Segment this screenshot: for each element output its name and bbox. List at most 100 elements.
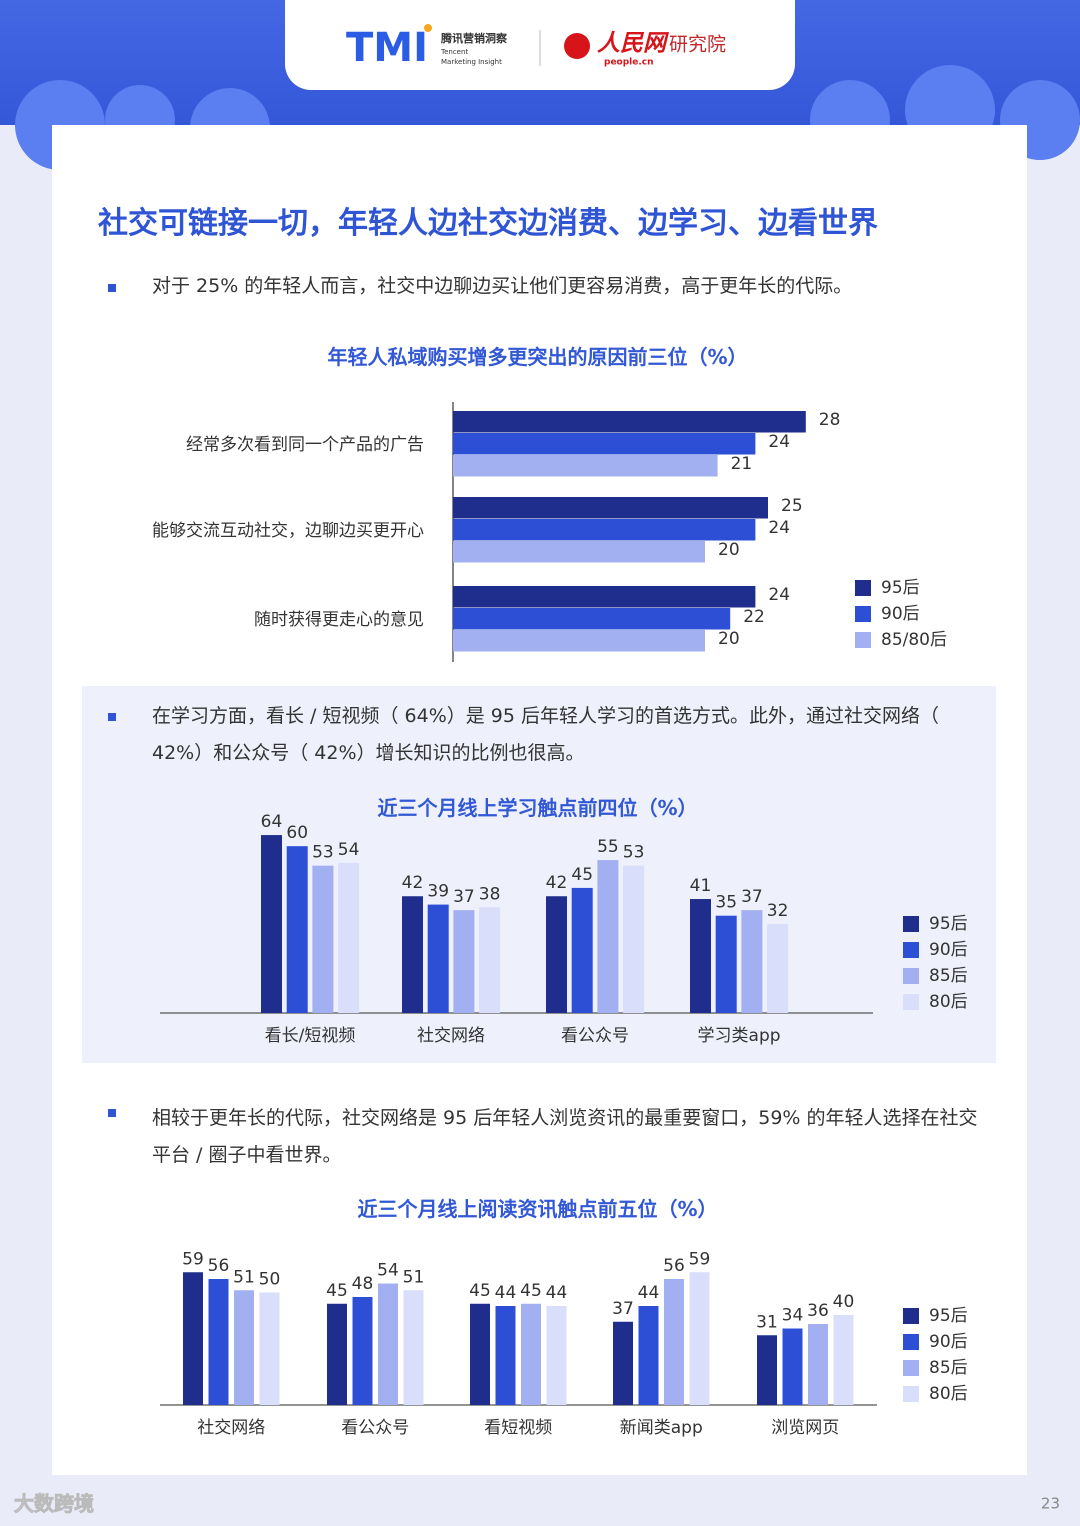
value-label: 51 bbox=[233, 1267, 255, 1287]
category-label: 随时获得更走心的意见 bbox=[254, 610, 424, 630]
bar bbox=[327, 1303, 347, 1405]
value-label: 56 bbox=[208, 1256, 230, 1276]
value-label: 37 bbox=[453, 887, 475, 907]
page-number: 23 bbox=[1041, 1495, 1060, 1513]
value-label: 45 bbox=[571, 865, 593, 885]
value-label: 21 bbox=[731, 454, 753, 474]
legend-label: 90后 bbox=[881, 604, 920, 624]
legend-label: 95后 bbox=[929, 914, 968, 934]
value-label: 25 bbox=[781, 496, 803, 516]
legend-label: 85后 bbox=[929, 966, 968, 986]
value-label: 55 bbox=[597, 837, 619, 857]
chart-title: 年轻人私域购买增多更突出的原因前三位（%） bbox=[327, 345, 748, 369]
legend-label: 95后 bbox=[881, 578, 920, 598]
category-label: 能够交流互动社交，边聊边买更开心 bbox=[152, 521, 424, 541]
category-label: 新闻类app bbox=[620, 1418, 703, 1438]
legend-swatch bbox=[855, 632, 871, 648]
category-label: 看公众号 bbox=[561, 1026, 629, 1046]
value-label: 60 bbox=[286, 823, 308, 843]
value-label: 45 bbox=[469, 1281, 491, 1301]
people-inst: 研究院 bbox=[669, 34, 726, 56]
bar bbox=[286, 846, 308, 1013]
bar bbox=[312, 865, 334, 1013]
legend-swatch bbox=[903, 1386, 919, 1402]
legend-swatch bbox=[855, 606, 871, 622]
value-label: 36 bbox=[807, 1301, 829, 1321]
bar bbox=[664, 1279, 684, 1405]
bar bbox=[623, 865, 645, 1013]
bar bbox=[453, 541, 705, 563]
bar bbox=[234, 1290, 254, 1405]
value-label: 31 bbox=[756, 1312, 778, 1332]
bar bbox=[208, 1279, 229, 1405]
value-label: 59 bbox=[182, 1249, 204, 1269]
legend-swatch bbox=[903, 1334, 919, 1350]
legend-label: 90后 bbox=[929, 1332, 968, 1352]
legend-label: 85/80后 bbox=[881, 630, 947, 650]
value-label: 45 bbox=[520, 1281, 542, 1301]
tmi-en: Marketing Insight bbox=[441, 58, 502, 66]
value-label: 37 bbox=[612, 1299, 634, 1319]
legend-label: 80后 bbox=[929, 992, 968, 1012]
shaded-section bbox=[82, 686, 996, 1063]
value-label: 35 bbox=[715, 893, 737, 913]
tmi-en: Tencent bbox=[440, 48, 468, 56]
bar bbox=[402, 896, 423, 1013]
legend-label: 90后 bbox=[929, 940, 968, 960]
tmi-logo: TMI bbox=[346, 25, 428, 71]
value-label: 64 bbox=[261, 812, 283, 832]
legend-swatch bbox=[855, 580, 871, 596]
people-logo: 人民网 bbox=[597, 31, 670, 57]
value-label: 54 bbox=[338, 840, 360, 860]
legend-label: 95后 bbox=[929, 1306, 968, 1326]
value-label: 45 bbox=[326, 1281, 348, 1301]
bar bbox=[453, 455, 718, 477]
value-label: 38 bbox=[479, 884, 501, 904]
legend-swatch bbox=[903, 994, 919, 1010]
value-label: 53 bbox=[312, 843, 334, 863]
value-label: 22 bbox=[743, 607, 765, 627]
value-label: 34 bbox=[782, 1306, 804, 1326]
bar bbox=[613, 1321, 633, 1405]
value-label: 39 bbox=[427, 882, 449, 902]
bar bbox=[833, 1315, 854, 1405]
category-label: 社交网络 bbox=[197, 1418, 265, 1438]
value-label: 41 bbox=[690, 876, 712, 896]
value-label: 50 bbox=[259, 1270, 281, 1290]
bar bbox=[638, 1306, 659, 1405]
value-label: 37 bbox=[741, 887, 763, 907]
legend-swatch bbox=[903, 968, 919, 984]
bullet-mark bbox=[108, 713, 116, 721]
bar bbox=[741, 910, 763, 1013]
bar bbox=[338, 862, 360, 1013]
value-label: 42 bbox=[546, 873, 568, 893]
bar bbox=[546, 896, 567, 1013]
value-label: 24 bbox=[768, 432, 790, 452]
bar bbox=[453, 433, 756, 455]
bar bbox=[427, 904, 449, 1013]
watermark: 大数跨境 bbox=[14, 1492, 94, 1516]
bar bbox=[479, 907, 501, 1013]
bar bbox=[546, 1306, 567, 1405]
category-label: 经常多次看到同一个产品的广告 bbox=[186, 435, 424, 455]
category-label: 看短视频 bbox=[484, 1418, 552, 1438]
legend-label: 80后 bbox=[929, 1384, 968, 1404]
legend-label: 85后 bbox=[929, 1358, 968, 1378]
bar bbox=[689, 1272, 710, 1405]
bar bbox=[261, 835, 282, 1013]
bar bbox=[808, 1324, 828, 1405]
value-label: 44 bbox=[638, 1283, 660, 1303]
bar bbox=[453, 910, 475, 1013]
bar bbox=[453, 630, 705, 652]
value-label: 24 bbox=[768, 585, 790, 605]
bar bbox=[352, 1297, 373, 1405]
value-label: 24 bbox=[768, 518, 790, 538]
bar bbox=[470, 1303, 490, 1405]
chart-title: 近三个月线上阅读资讯触点前五位（%） bbox=[357, 1197, 718, 1221]
bullet-mark bbox=[108, 284, 116, 292]
chart-title: 近三个月线上学习触点前四位（%） bbox=[377, 796, 698, 820]
bullet-text: 相较于更年长的代际，社交网络是 95 后年轻人浏览资讯的最重要窗口，59% 的年… bbox=[152, 1107, 978, 1166]
tmi-name: 腾讯营销洞察 bbox=[441, 31, 508, 45]
value-label: 44 bbox=[546, 1283, 568, 1303]
legend-swatch bbox=[903, 1360, 919, 1376]
